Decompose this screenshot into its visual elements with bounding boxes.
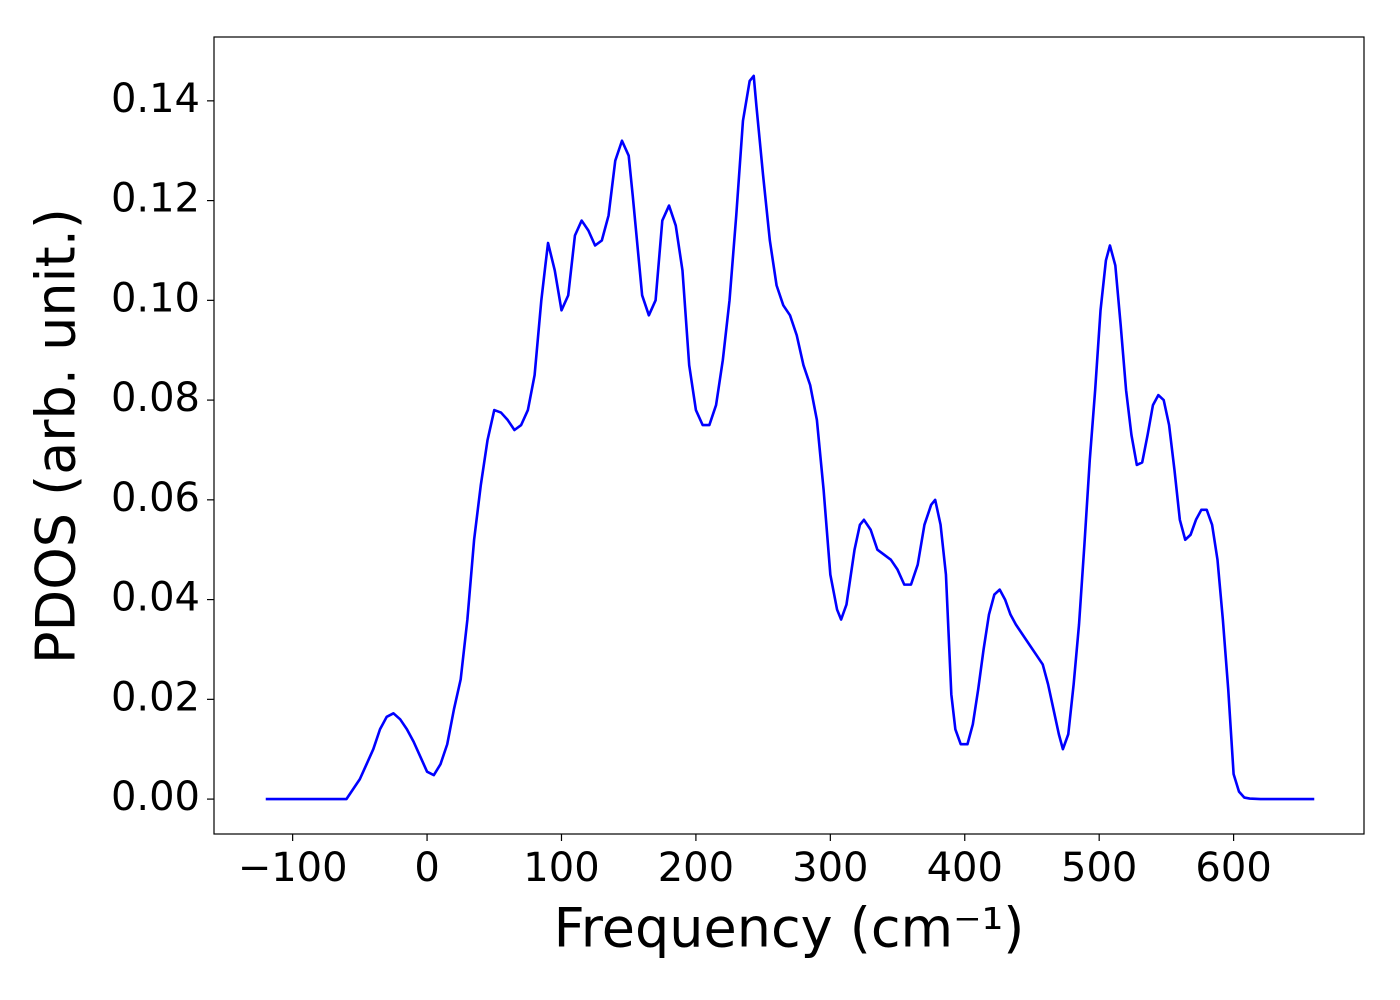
y-tick-label: 0.00 [111,774,200,820]
plot-frame [213,36,1365,835]
y-tick-label: 0.08 [111,375,200,421]
y-tick-label: 0.12 [111,176,200,222]
x-tick-label: −100 [238,845,348,891]
x-tick-label: 100 [523,845,599,891]
x-tick-label: 200 [658,845,734,891]
y-tick-label: 0.04 [111,575,200,621]
x-tick-label: 300 [792,845,868,891]
x-axis-label: Frequency (cm⁻¹) [554,897,1025,960]
y-tick-label: 0.10 [111,275,200,321]
y-tick-label: 0.02 [111,674,200,720]
x-tick-label: 0 [414,845,439,891]
pdos-line [265,74,1315,801]
y-tick-label: 0.06 [111,475,200,521]
x-tick-label: 400 [927,845,1003,891]
y-tick-label: 0.14 [111,76,200,122]
x-tick-label: 500 [1061,845,1137,891]
y-axis-label: PDOS (arb. unit.) [25,208,88,664]
x-tick-label: 600 [1195,845,1271,891]
